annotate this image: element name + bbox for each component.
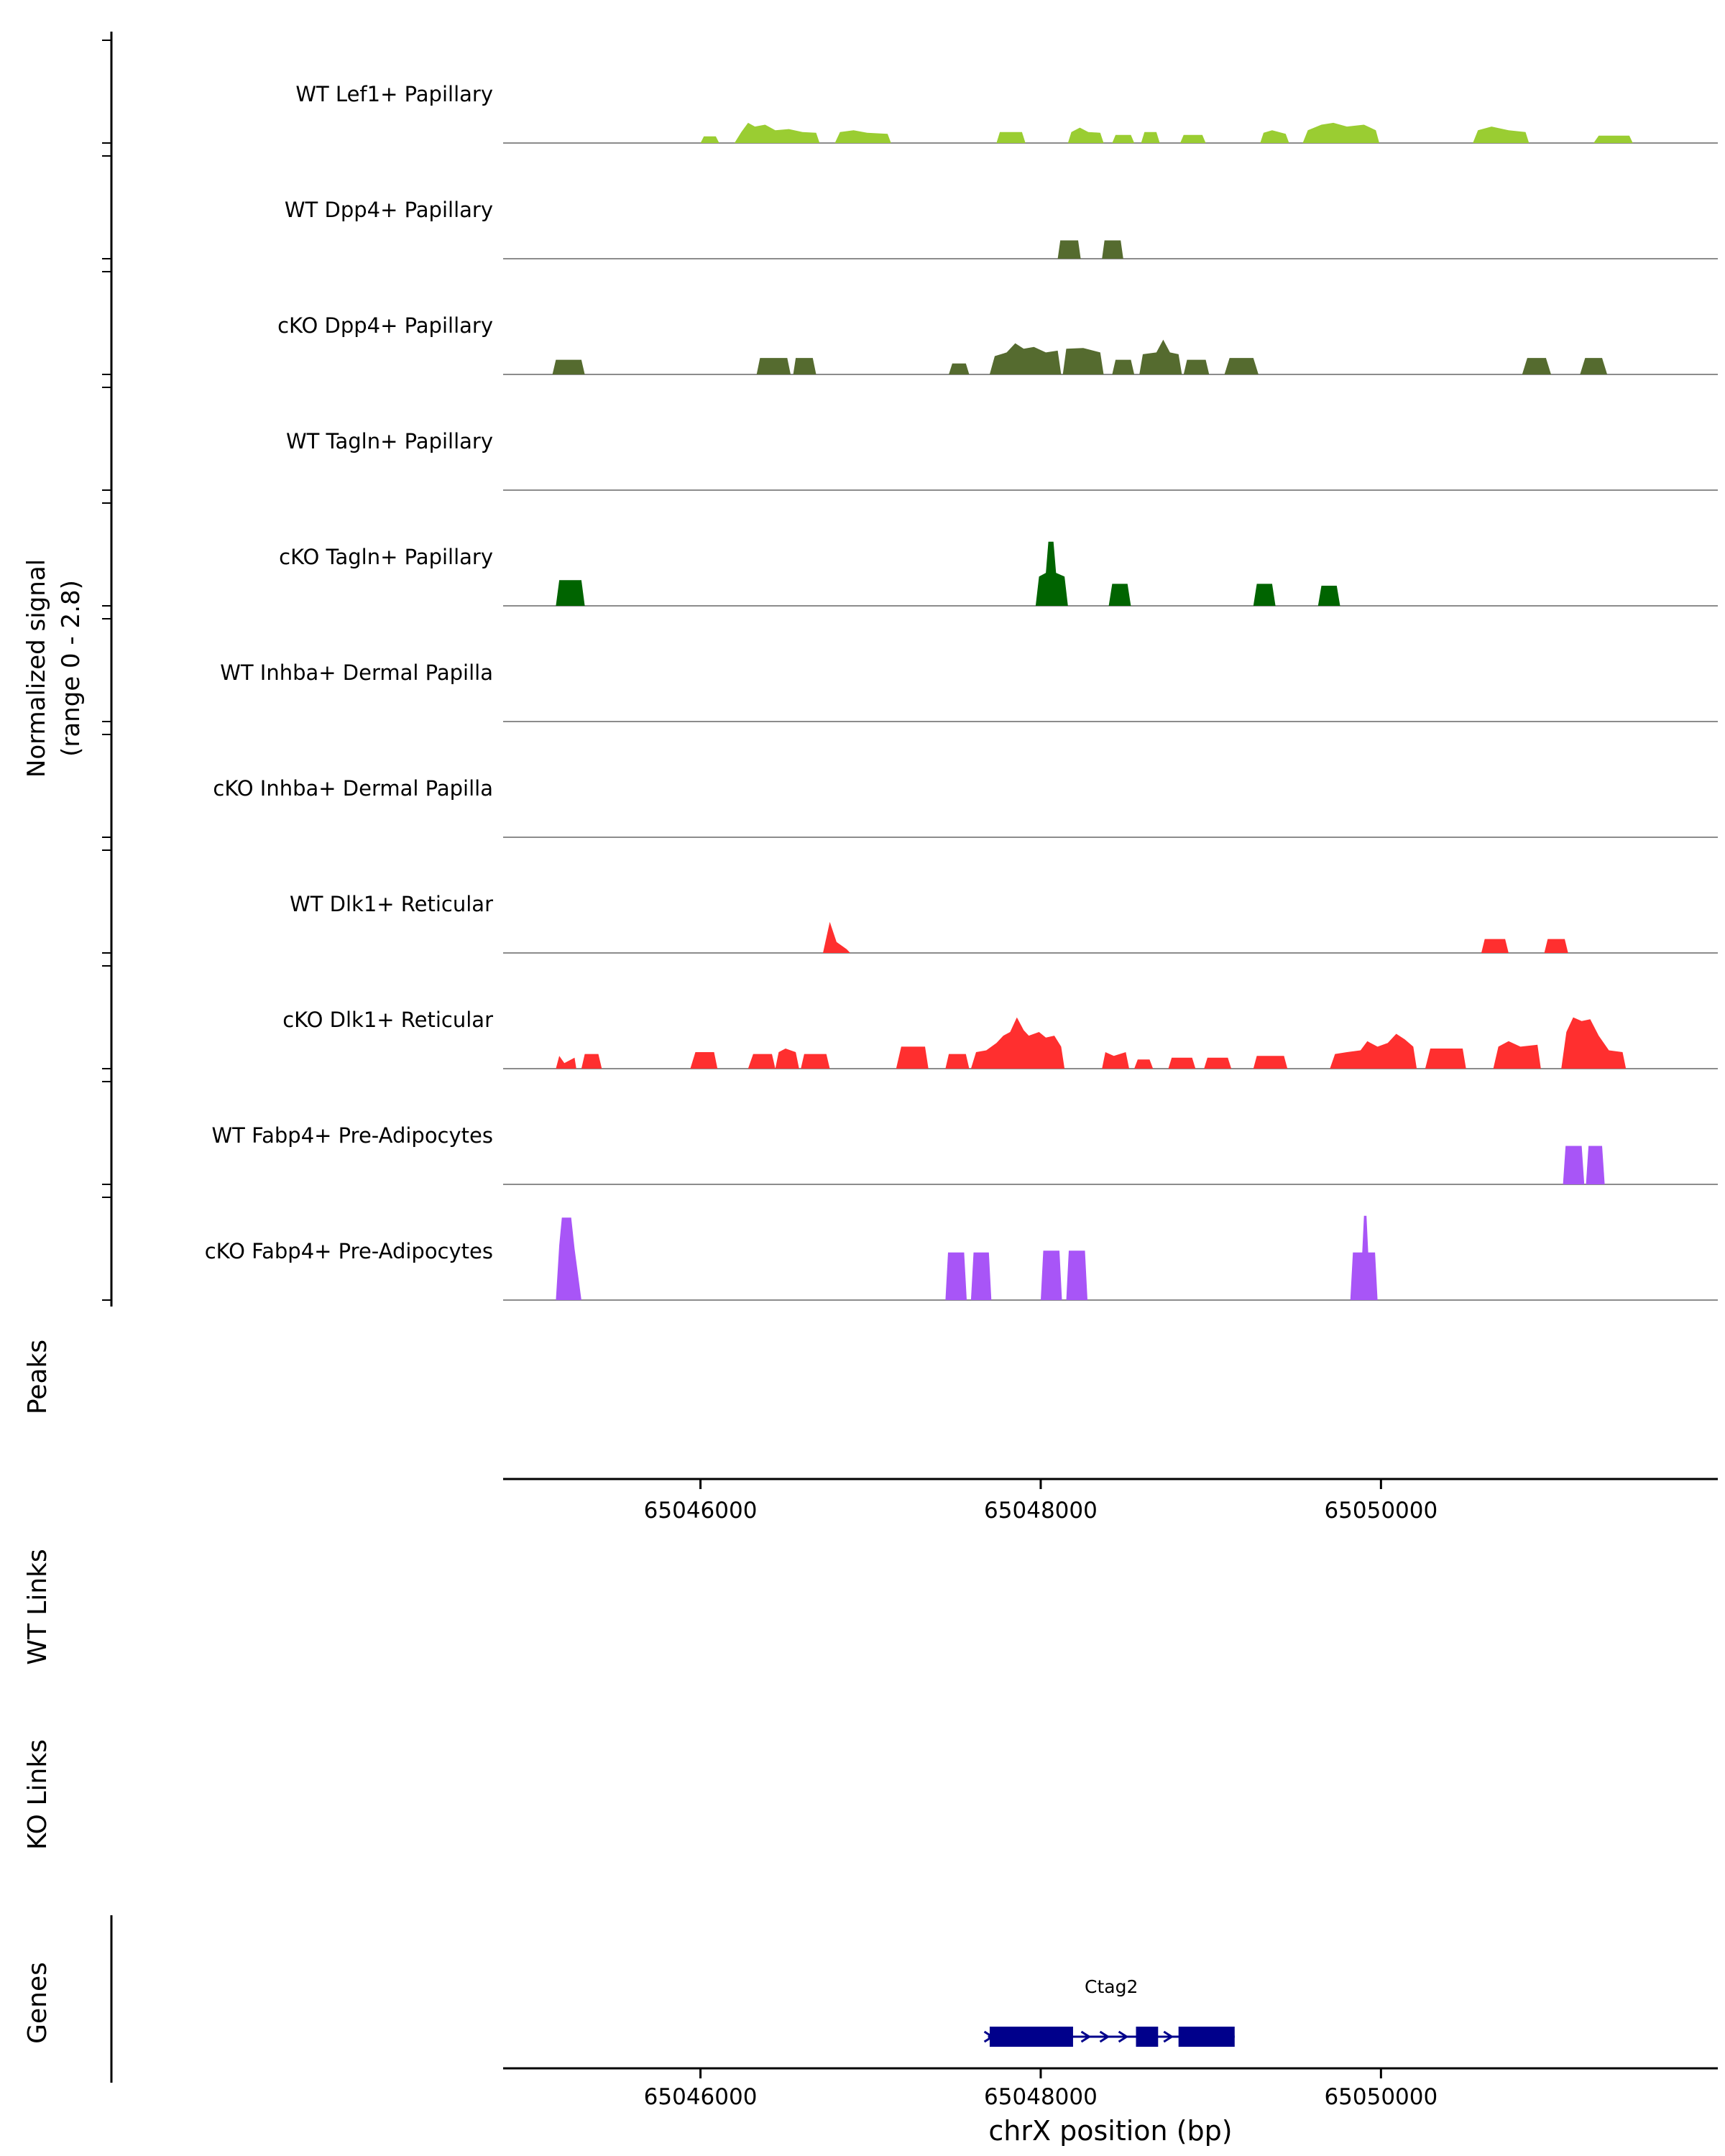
signal-area	[1317, 586, 1340, 606]
signal-area	[989, 343, 1062, 374]
signal-area	[1593, 135, 1633, 143]
signal-area	[775, 1049, 799, 1069]
track-label-8: cKO Dlk1+ Reticular	[282, 1008, 493, 1032]
track-label-9: WT Fabp4+ Pre-Adipocytes	[212, 1123, 494, 1148]
signal-area	[949, 363, 970, 374]
signal-area	[1183, 359, 1210, 374]
signal-area	[1563, 1146, 1585, 1184]
signal-area	[801, 1054, 830, 1069]
signal-area	[834, 130, 891, 143]
gene-exon	[1136, 2027, 1159, 2047]
signal-area	[1062, 348, 1104, 374]
y-axis-label-line2: (range 0 - 2.8)	[57, 580, 86, 757]
signal-area	[581, 1054, 602, 1069]
y-axis-label-line1: Normalized signal	[22, 559, 51, 778]
x-tick-label: 65048000	[984, 1498, 1098, 1524]
signal-area	[552, 359, 585, 374]
signal-area	[556, 1056, 576, 1069]
signal-area	[1139, 339, 1182, 374]
track-label-3: WT Tagln+ Papillary	[286, 429, 493, 453]
signal-area	[1112, 134, 1135, 143]
section-label-genes: Genes	[23, 1962, 52, 2044]
signal-area	[1493, 1041, 1541, 1069]
track-label-10: cKO Fabp4+ Pre-Adipocytes	[205, 1239, 493, 1263]
gene-strand-arrow-icon	[1080, 2030, 1092, 2043]
gene-strand-arrow-icon	[1118, 2030, 1129, 2043]
signal-area	[1168, 1057, 1196, 1069]
signal-area	[748, 1054, 776, 1069]
generated-chart-layer: WT Lef1+ Papillary WT Dpp4+ Papillary cKO …	[102, 32, 1718, 2110]
signal-area	[1180, 134, 1206, 143]
signal-area	[896, 1046, 929, 1069]
x-tick-label: 65048000	[984, 2084, 1098, 2110]
track-label-5: WT Inhba+ Dermal Papilla	[220, 660, 493, 685]
section-label-ko-links: KO Links	[23, 1739, 52, 1850]
gene-label: Ctag2	[1085, 1976, 1138, 1997]
signal-area	[1302, 122, 1379, 143]
signal-area	[1102, 1052, 1129, 1069]
signal-area	[1108, 584, 1131, 606]
signal-area	[690, 1052, 718, 1069]
signal-area	[996, 132, 1026, 143]
signal-area	[756, 358, 791, 374]
signal-area	[1586, 1146, 1605, 1184]
signal-area	[1580, 358, 1608, 374]
signal-area	[1041, 1250, 1062, 1300]
signal-area	[1561, 1017, 1627, 1069]
signal-area	[1544, 939, 1568, 953]
signal-area	[1057, 240, 1081, 259]
section-label-wt-links: WT Links	[23, 1549, 52, 1665]
signal-area	[734, 122, 820, 143]
signal-area	[1260, 130, 1289, 143]
track-label-6: cKO Inhba+ Dermal Papilla	[213, 776, 493, 801]
x-tick-label: 65046000	[644, 1498, 758, 1524]
signal-area	[970, 1017, 1065, 1069]
signal-area	[1204, 1057, 1232, 1069]
signal-area	[1522, 358, 1551, 374]
signal-area	[1481, 939, 1509, 953]
track-label-0: WT Lef1+ Papillary	[295, 82, 493, 106]
signal-area	[1035, 541, 1068, 606]
signal-area	[700, 136, 719, 143]
signal-area	[945, 1252, 967, 1300]
signal-area	[970, 1252, 992, 1300]
track-label-2: cKO Dpp4+ Papillary	[277, 313, 493, 338]
signal-area	[1253, 1056, 1288, 1069]
track-label-4: cKO Tagln+ Papillary	[279, 545, 493, 569]
signal-area	[556, 1217, 581, 1300]
signal-area	[1473, 126, 1530, 143]
signal-area	[1224, 358, 1259, 374]
signal-area	[823, 921, 850, 953]
signal-area	[1253, 584, 1276, 606]
x-tick-label: 65046000	[644, 2084, 758, 2110]
gene-strand-arrow-icon	[1163, 2030, 1174, 2043]
gene-strand-arrow-icon	[1099, 2030, 1110, 2043]
signal-area	[1141, 132, 1160, 143]
gene-exon	[1178, 2027, 1235, 2047]
gene-exon	[989, 2027, 1073, 2047]
signal-area	[1425, 1049, 1466, 1069]
gene-strand-arrow-icon	[983, 2030, 995, 2043]
signal-area	[1102, 240, 1123, 259]
signal-area	[1350, 1215, 1378, 1300]
signal-area	[793, 358, 816, 374]
signal-area	[1112, 359, 1135, 374]
x-axis-title: chrX position (bp)	[988, 2115, 1232, 2147]
signal-area	[1134, 1059, 1154, 1069]
signal-area	[1330, 1033, 1417, 1069]
x-tick-label: 65050000	[1324, 2084, 1438, 2110]
x-tick-label: 65050000	[1324, 1498, 1438, 1524]
signal-area	[556, 580, 585, 606]
signal-area	[945, 1054, 970, 1069]
signal-area	[1066, 1250, 1087, 1300]
track-label-1: WT Dpp4+ Papillary	[285, 198, 493, 222]
signal-area	[1067, 127, 1104, 143]
section-label-peaks: Peaks	[23, 1340, 52, 1414]
track-label-7: WT Dlk1+ Reticular	[290, 892, 493, 916]
